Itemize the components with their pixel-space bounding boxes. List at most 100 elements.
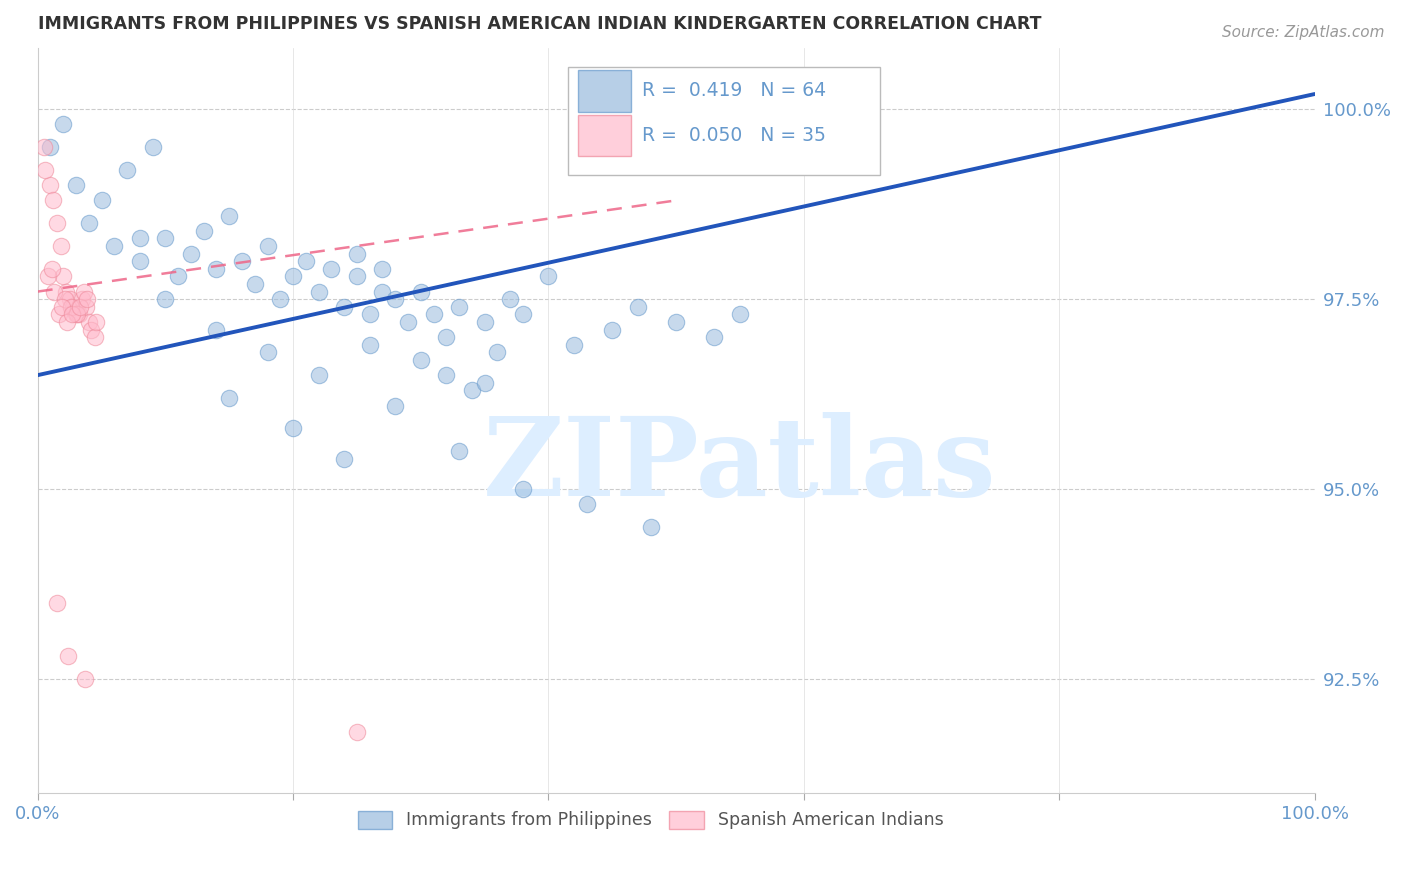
Point (602, 322, 624, 336)
Point (384, 399, 406, 413)
Point (55, 285, 77, 299)
Point (512, 307, 534, 321)
Point (703, 330, 725, 344)
Point (51, 300, 73, 314)
Point (66, 307, 89, 321)
Point (359, 337, 381, 351)
Point (346, 725, 368, 739)
Point (461, 384, 484, 398)
Point (281, 269, 304, 284)
Point (76, 292, 98, 306)
Point (52, 117, 75, 131)
Point (396, 315, 419, 329)
Point (32, 140, 55, 154)
Point (434, 330, 457, 344)
Point (371, 261, 394, 276)
Point (77, 315, 100, 329)
Point (77, 216, 100, 230)
Point (627, 300, 650, 314)
Point (142, 140, 165, 154)
Point (434, 368, 457, 383)
Text: ZIPatlas: ZIPatlas (484, 412, 997, 519)
Text: Source: ZipAtlas.com: Source: ZipAtlas.com (1222, 25, 1385, 40)
Point (205, 322, 228, 336)
Point (449, 444, 471, 458)
Point (58, 649, 80, 664)
Point (308, 368, 330, 383)
Point (155, 292, 177, 306)
Point (69, 300, 91, 314)
Point (65, 307, 87, 321)
Point (359, 307, 381, 321)
Point (575, 497, 598, 511)
Point (45, 216, 67, 230)
Point (56, 315, 79, 329)
Point (409, 353, 432, 368)
Point (281, 421, 304, 435)
Point (60, 307, 83, 321)
FancyBboxPatch shape (568, 67, 880, 175)
Point (80, 322, 103, 336)
Point (49, 239, 72, 253)
Point (333, 451, 356, 466)
Point (218, 391, 240, 405)
Text: R =  0.050   N = 35: R = 0.050 N = 35 (641, 126, 825, 145)
Point (321, 261, 343, 276)
Point (41, 261, 63, 276)
Point (42, 194, 65, 208)
Point (486, 345, 509, 359)
Point (65, 178, 87, 193)
Point (39, 140, 62, 154)
Point (180, 246, 202, 260)
Point (128, 231, 150, 245)
Point (37, 269, 59, 284)
Point (167, 269, 190, 284)
Point (75, 300, 97, 314)
Point (665, 315, 688, 329)
Point (474, 376, 496, 390)
Point (562, 337, 585, 351)
Point (295, 254, 318, 268)
Point (384, 292, 406, 306)
Point (409, 285, 432, 299)
Point (44, 285, 66, 299)
Point (39, 178, 62, 193)
Point (640, 520, 662, 534)
Point (346, 269, 368, 284)
Point (90, 194, 112, 208)
Point (422, 307, 444, 321)
Point (72, 292, 94, 306)
Point (728, 307, 751, 321)
Point (48, 307, 70, 321)
Point (86, 315, 108, 329)
Text: IMMIGRANTS FROM PHILIPPINES VS SPANISH AMERICAN INDIAN KINDERGARTEN CORRELATION : IMMIGRANTS FROM PHILIPPINES VS SPANISH A… (38, 15, 1042, 33)
Point (218, 209, 240, 223)
Point (256, 239, 278, 253)
Point (193, 224, 215, 238)
Point (52, 269, 75, 284)
Legend: Immigrants from Philippines, Spanish American Indians: Immigrants from Philippines, Spanish Ame… (350, 804, 950, 837)
Point (269, 292, 291, 306)
Point (474, 315, 496, 329)
Point (59, 292, 82, 306)
Point (256, 345, 278, 359)
Point (59, 300, 82, 314)
Point (333, 300, 356, 314)
Point (73, 672, 96, 686)
Point (346, 246, 368, 260)
Point (45, 596, 67, 610)
Point (62, 300, 84, 314)
Point (499, 292, 522, 306)
Point (205, 261, 228, 276)
Point (34, 163, 56, 178)
Point (308, 285, 330, 299)
Point (537, 269, 560, 284)
Point (243, 277, 266, 291)
FancyBboxPatch shape (578, 70, 631, 112)
Point (449, 300, 471, 314)
FancyBboxPatch shape (578, 115, 631, 156)
Point (84, 330, 107, 344)
Point (103, 239, 125, 253)
Point (371, 285, 394, 299)
Point (73, 285, 96, 299)
